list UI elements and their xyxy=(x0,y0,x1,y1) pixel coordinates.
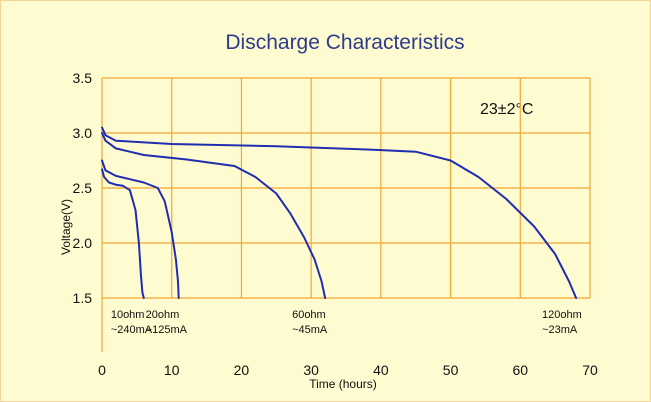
x-tick-label: 30 xyxy=(303,362,319,378)
x-tick-label: 70 xyxy=(582,362,598,378)
x-axis-label: Time (hours) xyxy=(309,377,377,391)
x-tick-label: 60 xyxy=(512,362,528,378)
series-annotation: 20ohm ~125mA xyxy=(146,309,188,336)
series-lines xyxy=(101,126,578,299)
series-annotation: 120ohm ~23mA xyxy=(542,309,582,336)
series-annotation: 60ohm ~45mA xyxy=(292,309,328,336)
x-tick-label: 40 xyxy=(373,362,389,378)
x-tick-label: 0 xyxy=(98,362,106,378)
grid xyxy=(101,77,591,352)
y-tick-label: 3.0 xyxy=(73,125,93,141)
series-line xyxy=(101,126,578,299)
y-tick-label: 1.5 xyxy=(73,290,93,306)
annotations: 10ohm ~240mA 20ohm ~125mA 60ohm ~45mA 120ohm ~2… xyxy=(111,309,582,336)
series-annotation-line: 10ohm xyxy=(111,309,145,321)
x-tick-label: 10 xyxy=(164,362,180,378)
series-line xyxy=(101,132,327,299)
series-annotation-line: ~125mA xyxy=(146,324,188,336)
x-tick-label: 20 xyxy=(234,362,250,378)
series-annotation-line: 20ohm xyxy=(146,309,180,321)
series-annotation: 10ohm ~240mA xyxy=(111,309,153,336)
temperature-note: 23±2°C xyxy=(480,101,533,118)
series-line xyxy=(101,159,180,299)
y-axis-label: Voltage(V) xyxy=(59,199,73,255)
y-tick-label: 3.5 xyxy=(73,70,93,86)
series-annotation-line: ~45mA xyxy=(292,324,328,336)
series-annotation-line: 120ohm xyxy=(542,309,582,321)
series-annotation-line: ~240mA xyxy=(111,324,153,336)
x-tick-label: 50 xyxy=(443,362,459,378)
tick-labels: 1.5 2.0 2.5 3.0 3.5 0 10 20 30 40 50 60 70 xyxy=(73,70,598,378)
y-tick-label: 2.0 xyxy=(73,235,93,251)
y-tick-label: 2.5 xyxy=(73,180,93,196)
series-annotation-line: ~23mA xyxy=(542,324,578,336)
chart-title: Discharge Characteristics xyxy=(225,31,464,54)
series-line xyxy=(101,168,145,299)
series-annotation-line: 60ohm xyxy=(292,309,326,321)
